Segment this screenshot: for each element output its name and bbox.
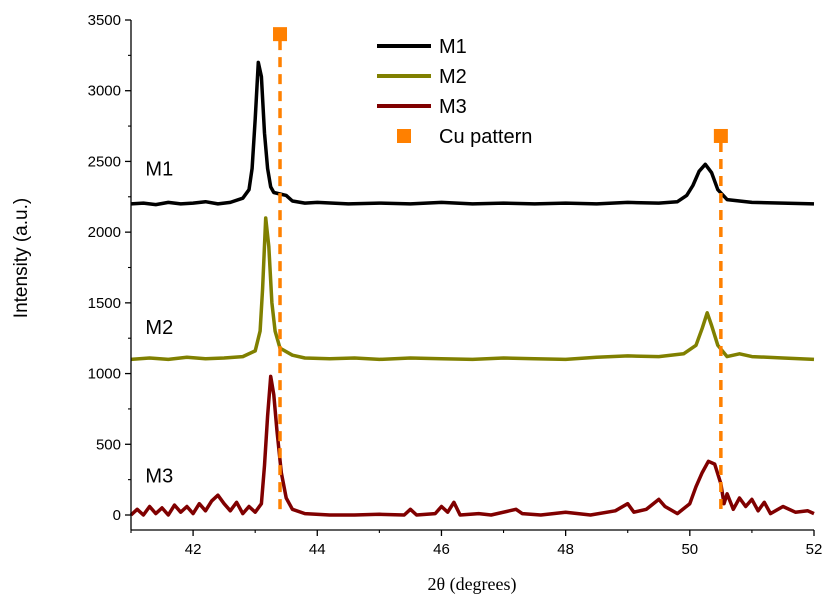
x-tick-label-46: 46 bbox=[433, 541, 450, 558]
legend-label-cu-pattern: Cu pattern bbox=[439, 126, 532, 148]
series-annotation-m1: M1 bbox=[145, 159, 173, 181]
legend-label-m3: M3 bbox=[439, 96, 467, 118]
y-tick-label-2500: 2500 bbox=[88, 153, 121, 170]
legend-swatch-cu-pattern bbox=[397, 129, 411, 143]
series-annotations: M1 M2 M3 bbox=[145, 159, 173, 488]
series-annotation-m2: M2 bbox=[145, 317, 173, 339]
series-line-m1 bbox=[130, 60, 815, 207]
axes: 0 500 1000 1500 2000 2500 3000 3500 42 44 46 48 50 52 bbox=[88, 12, 823, 558]
cu-pattern-marker-1 bbox=[713, 128, 728, 143]
x-tick-label-44: 44 bbox=[309, 541, 326, 558]
cu-pattern-marker-0 bbox=[273, 27, 288, 42]
legend: M1 M2 M3 Cu pattern bbox=[377, 36, 532, 148]
y-tick-label-3000: 3000 bbox=[88, 83, 121, 100]
cu-pattern-markers bbox=[273, 27, 728, 515]
legend-label-m1: M1 bbox=[439, 36, 467, 58]
y-tick-label-3500: 3500 bbox=[88, 12, 121, 29]
y-tick-label-0: 0 bbox=[113, 507, 121, 524]
x-axis-label: 2θ (degrees) bbox=[427, 574, 516, 595]
y-axis-label: Intensity (a.u.) bbox=[11, 198, 32, 318]
series-annotation-m3: M3 bbox=[145, 465, 173, 487]
plot-lines bbox=[129, 60, 815, 517]
x-tick-label-52: 52 bbox=[806, 541, 823, 558]
x-tick-label-48: 48 bbox=[557, 541, 574, 558]
y-tick-label-1500: 1500 bbox=[88, 295, 121, 312]
legend-label-m2: M2 bbox=[439, 66, 467, 88]
x-tick-label-50: 50 bbox=[681, 541, 698, 558]
y-tick-label-2000: 2000 bbox=[88, 224, 121, 241]
y-tick-label-1000: 1000 bbox=[88, 366, 121, 383]
series-line-m3 bbox=[129, 374, 815, 517]
series-line-m2 bbox=[130, 216, 815, 362]
y-tick-label-500: 500 bbox=[96, 436, 121, 453]
x-tick-label-42: 42 bbox=[185, 541, 202, 558]
